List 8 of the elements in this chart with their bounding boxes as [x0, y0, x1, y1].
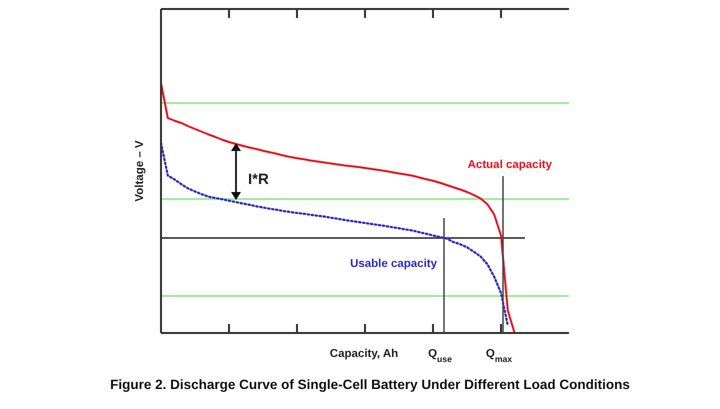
- x-axis-title: Capacity, Ah: [330, 348, 398, 360]
- y-axis-title: Voltage – V: [134, 140, 146, 202]
- text: Q$_{max}$: [486, 348, 512, 364]
- text: Figure 2. Discharge Curve of Single-Cell Battery Under Different Load Conditions: [110, 377, 630, 392]
- series-label: Usable capacity: [350, 258, 438, 270]
- annotation: I*R: [248, 171, 270, 188]
- text: Q$_{use}$: [428, 348, 452, 364]
- series-label: Actual capacity: [468, 159, 553, 171]
